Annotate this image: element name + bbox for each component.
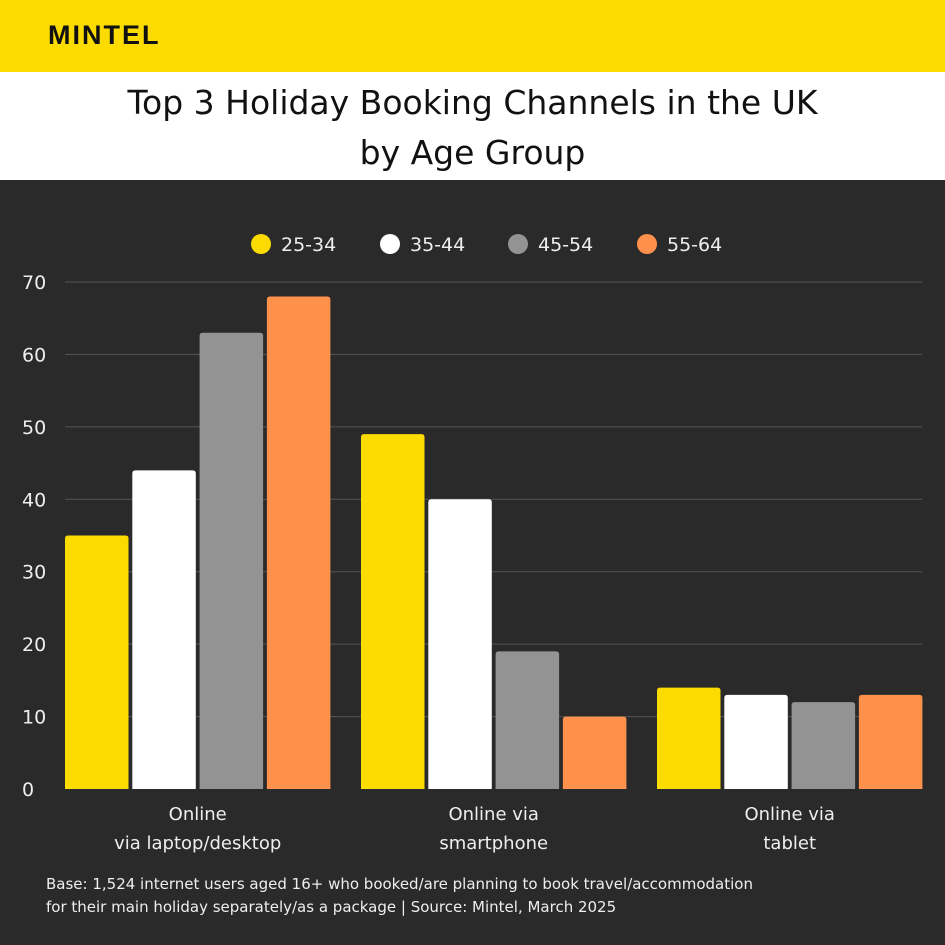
y-tick-label: 60 (22, 344, 46, 366)
x-tick-label: tablet (763, 833, 816, 854)
footer-line: Base: 1,524 internet users aged 16+ who … (46, 875, 753, 893)
y-tick-label: 70 (22, 272, 46, 294)
bar-chart: 0 10 20 30 40 50 60 70 Online via laptop/desktop O… (22, 234, 923, 854)
x-tick-label: smartphone (439, 833, 548, 854)
bar-45-54 (791, 702, 856, 789)
header-bar: MINTEL (0, 0, 945, 72)
legend-marker-25-34 (251, 234, 271, 254)
chart-title: Top 3 Holiday Booking Channels in the UK… (127, 83, 818, 172)
x-tick-label: via laptop/desktop (114, 833, 281, 854)
y-tick-label: 40 (22, 489, 46, 511)
bar-25-34 (657, 687, 721, 789)
legend-label: 55-64 (667, 234, 722, 256)
bar-35-44 (132, 470, 196, 789)
x-tick-label: Online via (744, 804, 834, 825)
y-tick-label: 0 (22, 779, 34, 801)
y-tick-label: 50 (22, 417, 46, 439)
bar-45-54 (199, 332, 264, 789)
y-tick-label: 30 (22, 562, 46, 584)
legend-label: 35-44 (410, 234, 465, 256)
bar-55-64 (562, 716, 627, 789)
mintel-logo: MINTEL (48, 20, 161, 50)
legend-marker-35-44 (380, 234, 400, 254)
bar-35-44 (428, 499, 492, 789)
footer-line: for their main holiday separately/as a p… (46, 898, 617, 916)
chart-area: 0 10 20 30 40 50 60 70 Online via laptop/desktop O… (0, 180, 945, 945)
bar-25-34 (65, 535, 129, 789)
legend-label: 25-34 (281, 234, 336, 256)
footer-note: Base: 1,524 internet users aged 16+ who … (46, 873, 753, 919)
x-tick-label: Online via (448, 804, 538, 825)
bar-25-34 (361, 434, 425, 789)
x-tick-label: Online (169, 804, 227, 825)
legend-label: 45-54 (538, 234, 593, 256)
bar-55-64 (266, 296, 331, 789)
bar-45-54 (495, 651, 560, 789)
legend-marker-55-64 (637, 234, 657, 254)
y-tick-label: 20 (22, 634, 46, 656)
y-tick-label: 10 (22, 707, 46, 729)
bar-35-44 (724, 694, 788, 789)
title-area: Top 3 Holiday Booking Channels in the UK… (0, 72, 945, 180)
legend-marker-45-54 (508, 234, 528, 254)
bar-55-64 (858, 694, 923, 789)
